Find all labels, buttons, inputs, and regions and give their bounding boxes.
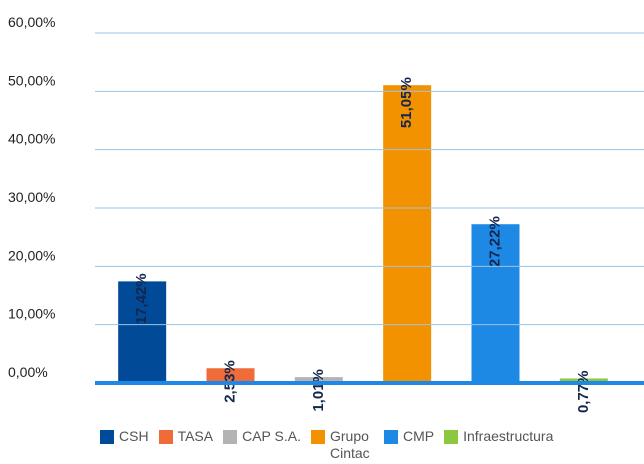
- legend-item: CSH: [100, 428, 149, 445]
- y-tick-label: 0,00%: [8, 364, 48, 380]
- chart: 17,42%2,53%1,01%51,05%27,22%0,77%0,00%10…: [8, 14, 644, 414]
- bar: [206, 368, 255, 383]
- legend-item: CMP: [383, 428, 435, 445]
- bar: [383, 85, 432, 383]
- y-tick-label: 20,00%: [8, 247, 55, 263]
- legend-item: Infraestructura: [444, 428, 553, 445]
- bar: [294, 377, 343, 383]
- legend-swatch: [223, 430, 238, 444]
- legend-item: CAP S.A.: [223, 428, 301, 445]
- legend-swatch: [383, 430, 398, 444]
- legend-label: Grupo Cintac: [329, 428, 370, 461]
- legend-swatch: [444, 430, 459, 444]
- value-label: 27,22%: [486, 216, 503, 267]
- bar: [118, 281, 167, 383]
- legend: CSH TASA CAP S.A. Grupo Cintac CMP Infraestru…: [100, 428, 553, 462]
- bar: [471, 224, 520, 383]
- y-tick-label: 60,00%: [8, 14, 55, 30]
- value-label: 51,05%: [398, 77, 415, 128]
- y-tick-label: 30,00%: [8, 189, 55, 205]
- legend-label: CMP: [402, 428, 435, 444]
- legend-label: CSH: [119, 428, 149, 444]
- legend-swatch: [100, 430, 114, 444]
- y-tick-label: 40,00%: [8, 131, 55, 147]
- legend-item: TASA: [158, 428, 214, 445]
- legend-label: CAP S.A.: [242, 428, 301, 444]
- y-tick-label: 50,00%: [8, 72, 55, 88]
- legend-swatch: [310, 430, 325, 444]
- legend-label: TASA: [177, 428, 214, 444]
- bar: [559, 378, 608, 383]
- legend-label: Infraestructura: [463, 428, 554, 444]
- value-label: 1,01%: [310, 369, 327, 412]
- value-label: 17,42%: [133, 273, 150, 324]
- legend-item: Grupo Cintac: [310, 428, 374, 462]
- legend-swatch: [158, 430, 173, 444]
- y-tick-label: 10,00%: [8, 306, 55, 322]
- value-label: 0,77%: [575, 371, 592, 414]
